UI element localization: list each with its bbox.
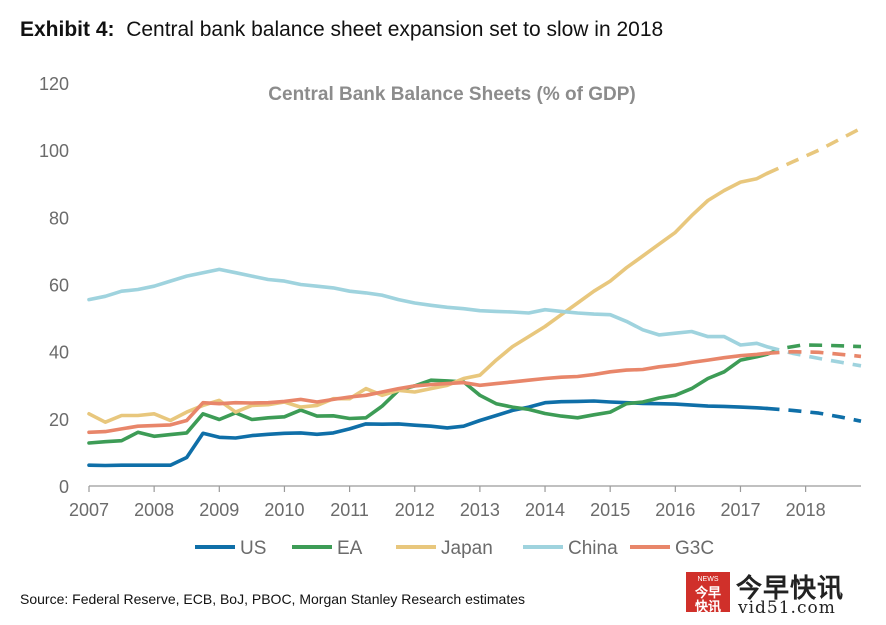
y-tick-label: 80 <box>49 208 69 228</box>
x-tick-label: 2015 <box>590 500 630 520</box>
exhibit-label: Exhibit 4: <box>20 18 115 41</box>
y-tick-label: 20 <box>49 410 69 430</box>
y-tick-label: 40 <box>49 343 69 363</box>
legend-label-us: US <box>240 538 266 559</box>
watermark-chinese: 今早快讯 <box>736 573 845 603</box>
legend-label-japan: Japan <box>441 538 493 559</box>
y-tick-label: 100 <box>39 141 69 161</box>
x-tick-label: 2014 <box>525 500 565 520</box>
watermark-news: NEWS <box>697 576 719 583</box>
chart-title: Central Bank Balance Sheets (% of GDP) <box>268 84 635 105</box>
series-forecast-japan <box>765 126 862 176</box>
series-forecast-china <box>766 344 862 368</box>
watermark-badge-line1: 今早 <box>694 585 721 600</box>
legend-label-ea: EA <box>337 538 363 559</box>
x-tick-label: 2010 <box>264 500 304 520</box>
y-tick-label: 60 <box>49 276 69 296</box>
series-line-china <box>87 267 769 349</box>
x-tick-label: 2012 <box>395 500 435 520</box>
x-tick-label: 2017 <box>720 500 760 520</box>
series-line-ea <box>87 352 769 445</box>
x-tick-label: 2016 <box>655 500 695 520</box>
x-tick-label: 2013 <box>460 500 500 520</box>
watermark-logo: NEWS 今早 快讯 今早快讯 vid51.com <box>686 568 878 618</box>
series-forecast-us <box>766 406 862 423</box>
watermark-url: vid51.com <box>738 598 836 618</box>
y-tick-label: 0 <box>59 477 69 497</box>
legend: US EA Japan China G3C <box>195 538 714 559</box>
series-line-japan <box>87 171 769 425</box>
y-tick-label: 120 <box>39 74 69 94</box>
legend-label-china: China <box>568 538 618 559</box>
x-tick-label: 2009 <box>199 500 239 520</box>
exhibit-heading: Central bank balance sheet expansion set… <box>126 18 664 41</box>
x-tick-label: 2007 <box>69 500 109 520</box>
x-tick-label: 2011 <box>330 500 369 520</box>
series-line-us <box>87 399 769 468</box>
legend-label-g3c: G3C <box>675 538 714 559</box>
watermark-badge: NEWS 今早 快讯 <box>686 572 730 614</box>
x-tick-label: 2008 <box>134 500 174 520</box>
x-tick-label: 2018 <box>786 500 826 520</box>
source-note: Source: Federal Reserve, ECB, BoJ, PBOC,… <box>20 591 525 607</box>
exhibit-title: Exhibit 4: Central bank balance sheet ex… <box>20 18 663 42</box>
watermark-badge-line2: 快讯 <box>694 599 721 614</box>
series-line-g3c <box>87 351 769 435</box>
series-layer <box>87 126 862 468</box>
x-axis: 2007 2008 2009 2010 2011 2012 2013 2014 2015 2016… <box>69 485 861 520</box>
y-axis: 0 20 40 60 80 100 120 <box>39 74 69 497</box>
series-forecast-g3c <box>766 349 862 359</box>
series-forecast-ea <box>765 343 862 357</box>
